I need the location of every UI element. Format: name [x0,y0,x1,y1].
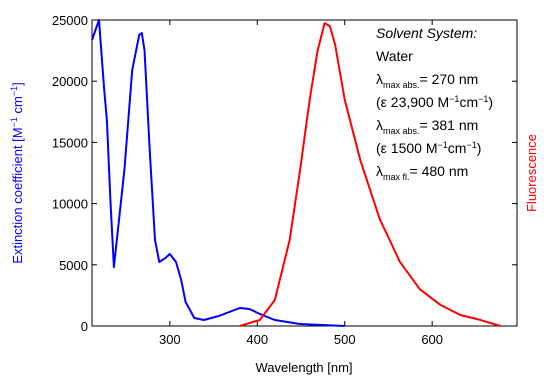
annotation-line: (ε 1500 M−1cm−1) [376,140,481,156]
y-tick-label: 5000 [59,258,88,273]
x-tick-label: 300 [159,332,181,347]
y-tick-label: 25000 [52,13,88,28]
series-line [239,22,501,327]
y2-axis-label: Fluorescence [524,134,539,212]
annotation-part: cm [459,94,478,110]
y-label-part: cm [10,96,25,117]
y-label-part: −1 [9,86,19,96]
annotation-part: (ε 23,900 M [376,94,449,110]
annotation-part: = 270 nm [420,71,479,87]
annotation-part: max abs. [383,80,420,90]
annotation-part: = 381 nm [420,117,479,133]
y-tick-label: 10000 [52,197,88,212]
plot-area: 0 5000 10000 15000 20000 25000 300 400 500 600 [52,13,517,347]
y-axis-label: Extinction coefficient [M−1 cm−1] [9,82,25,263]
x-axis-label: Wavelength [nm] [255,360,352,375]
annotation-part: λ [376,71,383,87]
annotation-part: cm [448,140,467,156]
annotation-line: Water [376,48,413,64]
annotation: Solvent System: Water λmax abs.= 270 nm … [376,25,493,182]
y-label-part: ] [10,82,25,86]
x-tick-label: 500 [334,332,356,347]
annotation-line: Solvent System: [376,25,477,41]
y-tick-label: 15000 [52,135,88,150]
annotation-part: −1 [478,94,488,104]
annotation-part: max fl. [383,172,410,182]
annotation-part: = 480 nm [410,163,469,179]
annotation-line: λmax abs.= 381 nm [376,117,478,136]
y-tick-label: 0 [81,319,88,334]
plot-frame [91,19,518,327]
annotation-part: max abs. [383,126,420,136]
x-tick-label: 400 [246,332,268,347]
annotation-part: −1 [438,140,448,150]
annotation-line: λmax abs.= 270 nm [376,71,478,90]
annotation-part: ) [477,140,482,156]
x-tick-label: 600 [421,332,443,347]
annotation-part: λ [376,117,383,133]
annotation-line: λmax fl.= 480 nm [376,163,468,182]
annotation-part: −1 [449,94,459,104]
y-label-part: −1 [9,117,19,127]
y-label-part: Extinction coefficient [M [10,127,25,263]
annotation-part: (ε 1500 M [376,140,438,156]
annotation-part: −1 [466,140,476,150]
annotation-part: ) [488,94,493,110]
annotation-part: λ [376,163,383,179]
annotation-line: (ε 23,900 M−1cm−1) [376,94,493,110]
series-line [91,19,345,327]
y-tick-label: 20000 [52,74,88,89]
